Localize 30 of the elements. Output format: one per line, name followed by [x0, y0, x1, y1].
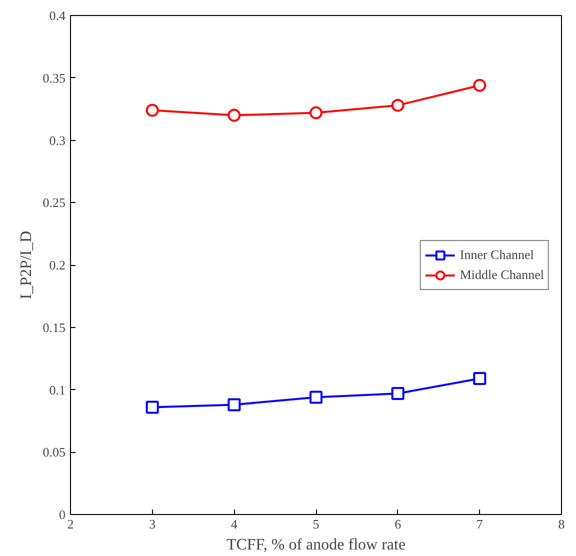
- y-tick-label: 0.15: [42, 320, 66, 335]
- x-tick-label: 8: [558, 516, 565, 532]
- x-tick-label: 4: [230, 516, 238, 532]
- x-tick-label: 2: [67, 516, 74, 532]
- point: [473, 372, 486, 386]
- y-tick-label: 0.1: [49, 382, 66, 398]
- point: [310, 390, 322, 404]
- x-tick-label: 7: [476, 516, 484, 532]
- x-tick-label: 6: [394, 516, 402, 532]
- x-tick-label: 5: [312, 516, 320, 532]
- point: [228, 108, 241, 122]
- y-tick-label: 0.25: [42, 195, 66, 210]
- y-axis-title: I_P2P/I_D: [18, 230, 35, 300]
- y-tick-label: 0.4: [49, 8, 66, 23]
- point: [391, 98, 404, 112]
- legend-label: Inner Channel: [460, 246, 534, 262]
- y-tick-label: 0.05: [42, 444, 66, 460]
- point: [146, 104, 159, 117]
- x-tick-label: 3: [149, 516, 156, 532]
- y-tick-label: 0: [59, 507, 66, 522]
- point: [228, 398, 241, 412]
- legend-label: Middle Channel: [460, 266, 544, 282]
- point: [310, 106, 322, 120]
- y-tick-label: 0.35: [42, 70, 66, 86]
- point: [146, 400, 159, 414]
- point: [391, 386, 404, 400]
- point: [473, 78, 486, 92]
- y-tick-label: 0.3: [49, 132, 66, 148]
- y-tick-label: 0.2: [49, 258, 66, 272]
- x-axis-title: TCFF, % of anode flow rate: [226, 536, 406, 554]
